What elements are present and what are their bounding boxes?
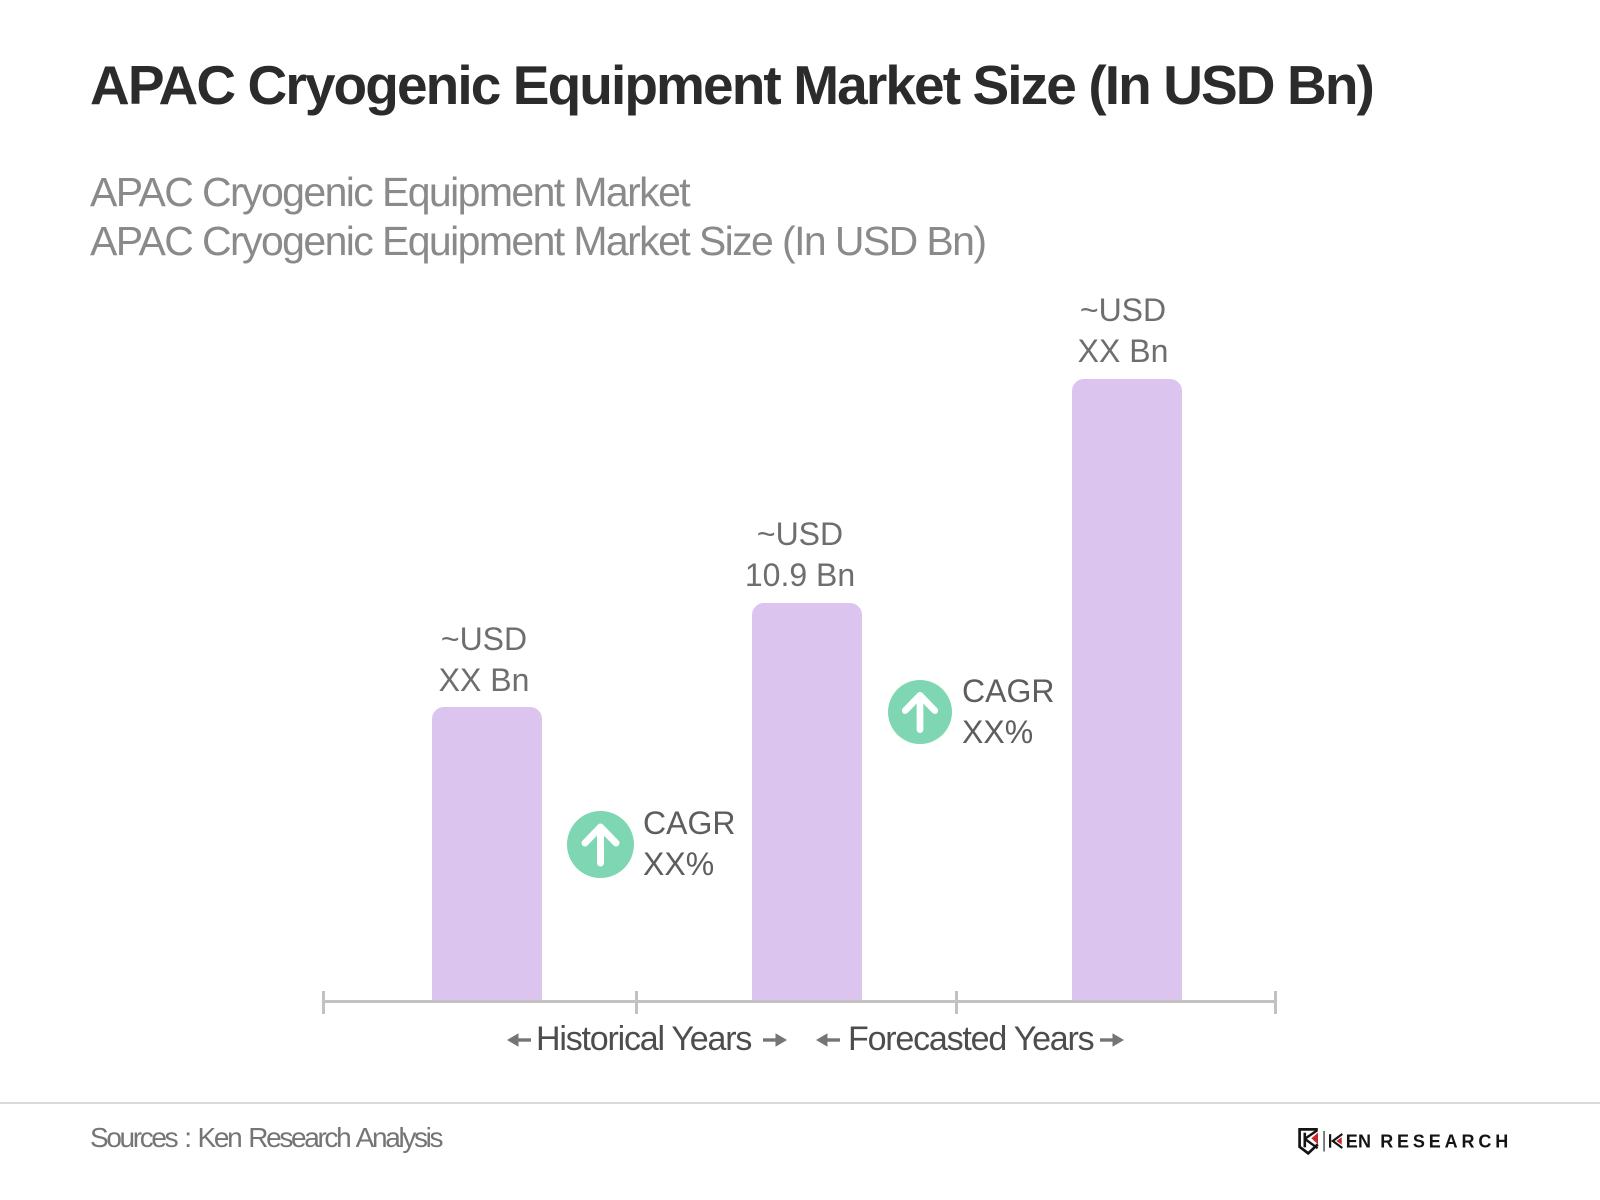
svg-text:RESEARCH: RESEARCH bbox=[1380, 1132, 1508, 1152]
svg-text:EN: EN bbox=[1346, 1132, 1372, 1152]
